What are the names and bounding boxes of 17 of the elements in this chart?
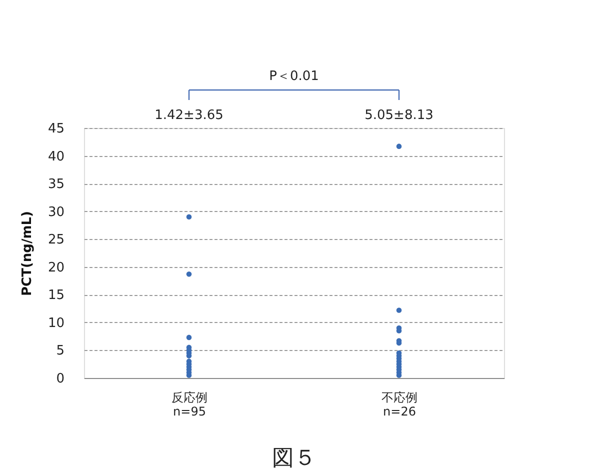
- text: 5.05±8.13: [364, 108, 434, 123]
- y-tick-label: 5: [56, 344, 64, 359]
- x-tick-label: 不応例 n=26: [382, 390, 418, 418]
- y-tick-label: 35: [48, 177, 64, 192]
- y-tick-label: 45: [48, 122, 64, 136]
- y-tick-label: 10: [48, 316, 64, 331]
- text: 1.42±3.65: [154, 108, 224, 123]
- y-tick-label: 25: [48, 232, 64, 248]
- text: P＜0.01: [269, 69, 319, 84]
- y-tick-label: 0: [56, 372, 64, 386]
- y-tick-label: 40: [48, 149, 64, 164]
- y-tick-label: 15: [48, 288, 64, 304]
- caption: 図５: [272, 446, 316, 471]
- y-tick-label: 30: [48, 204, 64, 220]
- y-axis-title: PCT(ng/mL): [20, 211, 35, 296]
- x-tick-label: 反応例 n=95: [172, 390, 208, 418]
- y-tick-label: 20: [48, 260, 64, 276]
